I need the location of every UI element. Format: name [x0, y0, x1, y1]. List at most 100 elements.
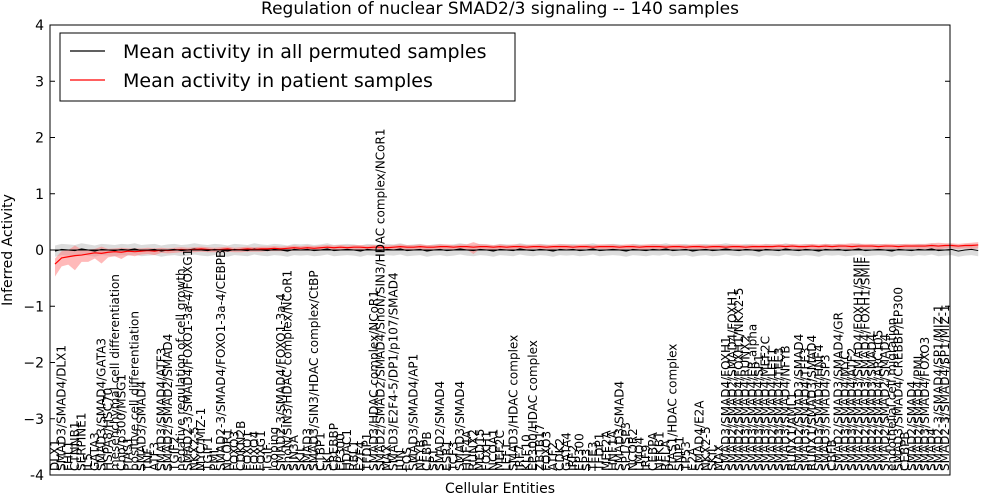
- category-label: CDKN2B: [234, 421, 248, 471]
- category-label: SMAD3/SMAD4/NFYB: [779, 345, 793, 471]
- category-label: SMAD3/SMAD4: [453, 381, 467, 471]
- y-tick-label: 3: [35, 74, 44, 90]
- category-label: SMAD3/SMAD4/SP3: [818, 354, 832, 471]
- category-label: SMAD2/SMAD3/SMAD4/FOXH1/SMIF: [858, 257, 872, 471]
- category-label: SMAD2-3/SMAD4/FOXO1-3a-4/FOXG1: [181, 249, 195, 471]
- category-label: SMAD3/SMAD4/ATF2: [845, 348, 859, 471]
- category-label: CDK2: [553, 438, 567, 471]
- category-label: CEBPA: [646, 431, 660, 471]
- category-label: TCF3: [447, 441, 461, 472]
- category-label: SMAD3/SMAD4/CREBBP/EP300: [892, 287, 906, 471]
- category-label: TNF: [141, 448, 155, 472]
- category-label: FOS: [400, 447, 414, 471]
- category-label: CTNNB1: [68, 421, 82, 471]
- category-label: SMAD3/SMAD4/ATF3: [154, 348, 168, 471]
- category-label: MYC/MIZ-1: [194, 408, 208, 471]
- category-label: SMAD3/SMAD4/AP1: [407, 354, 421, 471]
- category-label: HNF4A: [460, 429, 474, 471]
- category-label: negative regulation of cell growth: [174, 268, 188, 471]
- category-label: NKX2-5: [187, 426, 201, 471]
- category-label: SMAD3/SMAD4/SP1: [752, 354, 766, 471]
- category-label: SMAD2/SMAD2/SMAD4/FOXH1: [725, 289, 739, 471]
- category-label: DLX1: [48, 439, 62, 471]
- category-label: SMAD2/SMAD4/PML: [911, 352, 925, 471]
- category-label: IRF7: [513, 445, 527, 471]
- category-label: FOXG1: [254, 430, 268, 471]
- category-label: SMAD2/SMAD2/SMAD4: [878, 334, 892, 471]
- category-label: SMAD3/SMAD4/ER alpha: [745, 324, 759, 471]
- category-label: SMAD3/SMAD4/RUNX2: [739, 335, 753, 471]
- category-label: SMAD2-3/SMAD4/FOXO1-3a-4/CEBPB: [214, 250, 228, 471]
- category-label: FOXO3: [539, 431, 553, 471]
- category-label: GATA3: [88, 432, 102, 471]
- category-label: HSPA8/HSC70: [101, 388, 115, 471]
- category-label: SMAD3/SMAD4: [134, 381, 148, 471]
- category-label: FOXO3: [227, 431, 241, 471]
- category-label: SMAD4: [925, 428, 939, 471]
- category-label: EP300: [334, 433, 348, 471]
- category-label: MEF2C: [493, 430, 507, 471]
- category-label: SMAD2/SMAD4: [905, 381, 919, 471]
- y-tick-label: 1: [35, 187, 44, 203]
- category-label: NKX2-5: [699, 426, 713, 471]
- category-label: SMAD2/SMAD2/SMAD4/SnoN/SIN3/HDAC complex…: [373, 129, 387, 472]
- legend-label-patient: Mean activity in patient samples: [123, 70, 433, 92]
- category-label: SIN3A: [287, 434, 301, 471]
- category-label: ZBTB17: [533, 424, 547, 471]
- y-axis-label: Inferred Activity: [0, 194, 16, 306]
- category-label: SKIL: [706, 445, 720, 471]
- category-label: SP1: [427, 449, 441, 472]
- category-label: TGIF2: [168, 436, 182, 472]
- category-label: LEF1: [500, 442, 514, 471]
- category-label: CEBPB: [420, 431, 434, 471]
- category-label: mesenchymal cell differentiation: [108, 274, 122, 471]
- category-label: SMAD4/E2A: [692, 400, 706, 471]
- category-label: EP300: [573, 433, 587, 471]
- category-label: SMAD3/SMAD4/DLX1: [55, 345, 69, 471]
- category-label: EP300/HDAC complex: [526, 340, 540, 471]
- category-label: SMAD3/SMAD4/GATA3: [94, 338, 108, 471]
- category-label: ATF3: [148, 442, 162, 471]
- category-label: ESR1: [440, 440, 454, 471]
- category-label: SMAD3/SMAD4/HNF4: [812, 344, 826, 471]
- category-label: SP3: [579, 449, 593, 472]
- category-label: PIAS1/HDAC complex: [666, 344, 680, 471]
- category-label: E2A: [686, 447, 700, 471]
- y-tick-label: −1: [23, 299, 44, 315]
- category-label: FHL1: [61, 441, 75, 471]
- category-label: SMAD2/SMAD4/LEF1: [765, 348, 779, 471]
- category-label: FOXH1: [480, 431, 494, 471]
- category-label: TFE3: [586, 442, 600, 472]
- category-label: SMAD3: [300, 428, 314, 471]
- category-label: endothelial cell migration: [885, 318, 899, 471]
- category-label: RBL1: [347, 440, 361, 471]
- category-label: FOXO1: [241, 431, 255, 471]
- category-label: TGIF: [261, 444, 275, 472]
- category-label: SMAD3/SMAD4/MEF2C: [759, 336, 773, 471]
- category-label: looping: [267, 427, 281, 471]
- category-label: SMAD3/HDAC complex/NCoR1: [367, 290, 381, 471]
- y-tick-label: 0: [35, 243, 44, 259]
- category-label: positive cell differentiation: [128, 311, 142, 471]
- category-label: SKIL: [294, 445, 308, 471]
- category-label: NFYB: [413, 440, 427, 471]
- category-label: SMAD3/SMAD4/FOXH1: [719, 336, 733, 471]
- category-label: RUNX1/SMAD3/SMAD4: [805, 335, 819, 471]
- category-label: TGIF1: [201, 436, 215, 472]
- category-label: SMAD3/SMAD4/TFE3: [772, 347, 786, 471]
- category-label: SMAD2-3/SMAD4/FOXO1-3a-4: [274, 293, 288, 471]
- y-tick-label: 4: [35, 18, 44, 34]
- category-label: SMAD3/E2F4-5/DP1/p107/SMAD4: [387, 272, 401, 471]
- category-label: SERPINE1: [75, 412, 89, 471]
- category-label: CEBPB: [898, 431, 912, 471]
- category-label: GATA4: [559, 432, 573, 471]
- category-label: IRF9: [639, 445, 653, 471]
- category-label: CBFB: [825, 439, 839, 471]
- category-label: HDAC1: [340, 429, 354, 471]
- category-label: SMAD3/HDAC complex: [506, 335, 520, 471]
- category-label: NCOR1: [221, 428, 235, 471]
- category-label: SMAD2/SMAD4/FOXH1/NKX2-5: [732, 288, 746, 471]
- y-tick-label: −3: [23, 412, 44, 428]
- category-label: SMAD2-3/SMAD4/SP1/MIZ-1: [938, 304, 952, 471]
- category-label: SMAD2/SMAD4/ARC105: [872, 330, 886, 471]
